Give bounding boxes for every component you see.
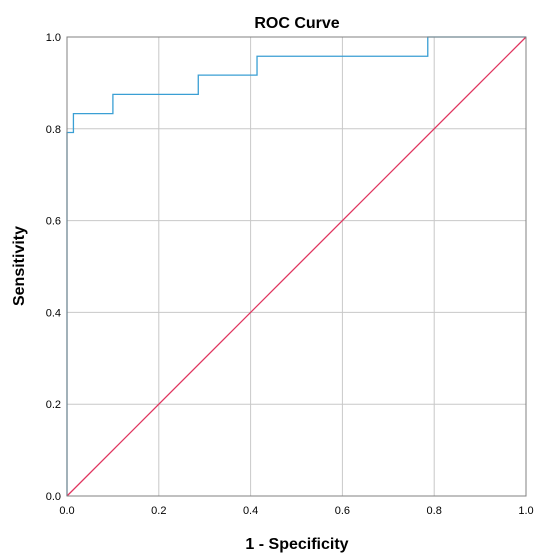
x-tick-label: 0.2 — [151, 505, 166, 517]
roc-curve-line — [66, 36, 526, 496]
y-tick-label: 0.8 — [46, 124, 61, 136]
y-tick-label: 0.6 — [46, 216, 61, 228]
x-tick-label: 0.4 — [243, 505, 258, 517]
y-axis-ticks: 0.0 0.2 0.4 0.6 0.8 1.0 — [46, 32, 61, 503]
y-tick-label: 0.2 — [46, 399, 61, 411]
series-layer — [66, 36, 527, 497]
y-tick-label: 0.4 — [46, 307, 61, 319]
x-tick-label: 0.0 — [59, 505, 74, 517]
y-tick-label: 0.0 — [46, 491, 61, 503]
plot-frame — [66, 36, 527, 497]
x-axis-ticks: 0.0 0.2 0.4 0.6 0.8 1.0 — [59, 505, 533, 517]
x-tick-label: 1.0 — [518, 505, 533, 517]
chart-title: ROC Curve — [254, 15, 339, 32]
x-tick-label: 0.6 — [335, 505, 350, 517]
y-tick-label: 1.0 — [46, 32, 61, 44]
reference-diagonal-line — [66, 36, 527, 497]
x-axis-label: 1 - Specificity — [245, 536, 348, 553]
y-axis-label: Sensitivity — [11, 226, 28, 306]
x-tick-label: 0.8 — [427, 505, 442, 517]
